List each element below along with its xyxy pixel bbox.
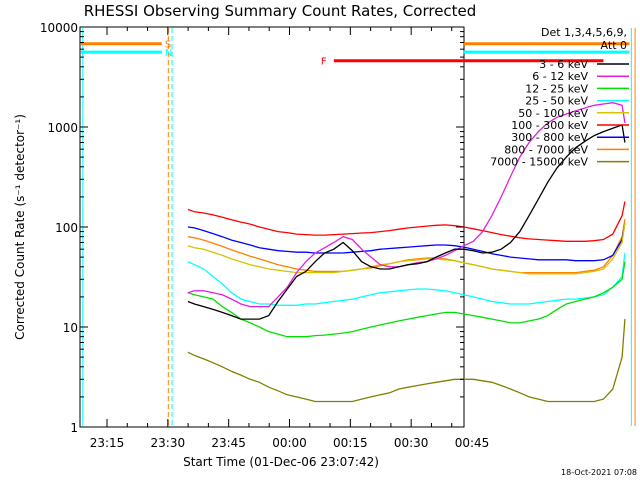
x-axis-label: Start Time (01-Dec-06 23:07:42) <box>183 455 379 469</box>
y-tick-label-5: 10000 <box>40 21 78 35</box>
series-line-12-25-kev <box>187 261 626 338</box>
series-line-7000-15000-kev <box>187 319 626 403</box>
legend-label-800-7000-kev: 800 - 7000 keV <box>504 143 588 156</box>
y-tick-label-2: 10 <box>63 321 78 335</box>
x-axis-ticks: 23:15 23:30 23:45 00:00 00:15 00:30 00:45 <box>90 27 490 450</box>
x-tick-label-7: 00:45 <box>455 436 490 450</box>
state-label-n: N <box>165 48 172 59</box>
x-tick-label-3: 23:45 <box>211 436 246 450</box>
legend-label-12-25-kev: 12 - 25 keV <box>525 82 588 95</box>
series-line-100-300-kev <box>187 201 626 242</box>
y-axis-ticks: 1 10 100 1000 10000 <box>40 21 464 435</box>
series-line-3-6-kev <box>187 124 626 320</box>
y-tick-label-4: 1000 <box>47 121 78 135</box>
legend-label-6-12-kev: 6 - 12 keV <box>532 70 588 83</box>
legend-label-100-300-kev: 100 - 300 keV <box>511 119 588 132</box>
series-lines <box>187 102 626 403</box>
legend-label-50-100-kev: 50 - 100 keV <box>518 107 588 120</box>
legend-header-line-1: Det 1,3,4,5,6,9, <box>541 26 627 39</box>
plot-frame <box>79 26 465 428</box>
state-label-s: S <box>165 40 171 51</box>
flare-flag-label: F <box>321 57 327 68</box>
chart-title: RHESSI Observing Summary Count Rates, Co… <box>84 2 477 20</box>
y-tick-label-3: 100 <box>55 221 78 235</box>
x-tick-label-4: 00:00 <box>272 436 307 450</box>
x-tick-label-5: 00:15 <box>333 436 368 450</box>
legend-label-7000-15000-kev: 7000 - 15000 keV <box>490 156 588 169</box>
x-tick-label-6: 00:30 <box>394 436 429 450</box>
series-line-800-7000-kev <box>187 218 626 274</box>
legend-label-3-6-kev: 3 - 6 keV <box>539 58 588 71</box>
series-line-50-100-kev <box>187 222 626 275</box>
attenuator-state-bars: SN F <box>81 40 630 68</box>
x-tick-label-2: 23:30 <box>151 436 186 450</box>
legend-label-25-50-kev: 25 - 50 keV <box>525 95 588 108</box>
generation-timestamp: 18-Oct-2021 07:08 <box>561 468 637 477</box>
series-line-300-800-kev <box>187 222 626 262</box>
y-tick-label-1: 1 <box>70 421 78 435</box>
series-line-25-50-kev <box>187 252 626 306</box>
legend-header-line-2: Att 0 <box>601 39 627 52</box>
x-tick-label-1: 23:15 <box>90 436 125 450</box>
legend-label-300-800-kev: 300 - 800 keV <box>511 131 588 144</box>
y-axis-label: Corrected Count Rate (s⁻¹ detector⁻¹) <box>13 114 27 340</box>
